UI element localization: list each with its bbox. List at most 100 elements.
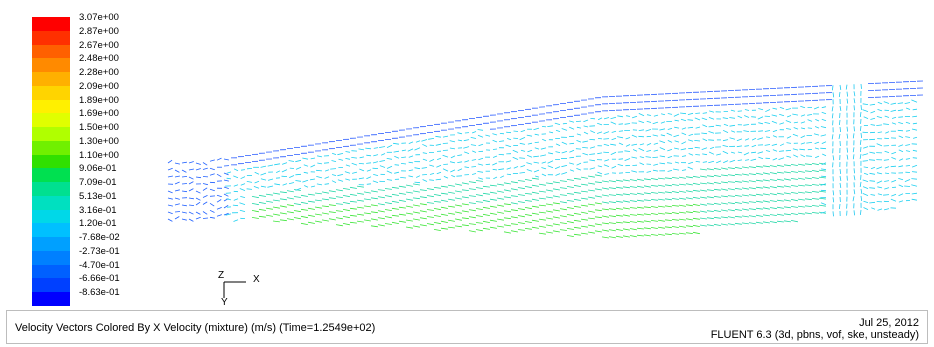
velocity-vector [651, 206, 658, 207]
velocity-vector [891, 110, 896, 111]
velocity-vector [735, 209, 742, 210]
velocity-vector [203, 218, 208, 219]
velocity-vector [224, 180, 229, 181]
velocity-vector [744, 116, 749, 118]
velocity-vector [415, 148, 421, 150]
velocity-vector [839, 204, 840, 209]
velocity-vector [665, 213, 672, 214]
velocity-vector [493, 156, 497, 158]
velocity-vector [695, 147, 700, 148]
velocity-vector [700, 176, 707, 177]
velocity-vector [316, 176, 322, 178]
velocity-vector [749, 195, 756, 196]
velocity-vector [696, 127, 700, 128]
velocity-vector [498, 169, 504, 170]
velocity-vector [196, 163, 201, 165]
velocity-vector [371, 212, 378, 213]
velocity-vector [766, 151, 770, 152]
velocity-vector [832, 113, 833, 118]
velocity-vector [738, 116, 742, 118]
velocity-vector [840, 85, 841, 90]
velocity-vector [869, 152, 875, 153]
velocity-vector [234, 185, 238, 187]
velocity-vector [427, 189, 434, 190]
velocity-vector [714, 210, 721, 211]
velocity-vector [602, 216, 609, 217]
velocity-vector [745, 139, 749, 141]
velocity-vector [364, 213, 371, 214]
velocity-vector [345, 158, 350, 159]
velocity-vector [604, 165, 609, 167]
velocity-vector [462, 225, 469, 226]
velocity-vector [542, 139, 546, 141]
velocity-vector [672, 184, 679, 185]
velocity-vector [801, 128, 805, 129]
velocity-vector [665, 234, 672, 235]
velocity-vector [840, 169, 841, 174]
velocity-vector [441, 193, 448, 194]
velocity-vector [287, 219, 294, 220]
velocity-vector [665, 206, 672, 207]
velocity-vector [539, 184, 546, 185]
velocity-vector [415, 182, 421, 183]
velocity-vector [668, 114, 672, 115]
velocity-vector [721, 196, 728, 197]
velocity-vector [737, 139, 742, 141]
velocity-vector [574, 234, 581, 235]
velocity-vector [693, 190, 700, 191]
velocity-vector [861, 147, 862, 152]
velocity-vector [805, 164, 812, 165]
velocity-vector [287, 191, 294, 192]
velocity-vector [644, 235, 651, 236]
velocity-vector [630, 180, 637, 181]
velocity-vector [582, 141, 588, 142]
velocity-vector [350, 201, 357, 202]
velocity-vector [700, 190, 707, 191]
velocity-vector [679, 212, 686, 213]
velocity-vector [735, 202, 742, 203]
velocity-vector [441, 214, 448, 215]
velocity-vector [547, 126, 553, 127]
velocity-vector [490, 199, 497, 200]
velocity-vector [276, 171, 280, 173]
velocity-vector [287, 205, 294, 206]
velocity-vector [395, 165, 399, 166]
velocity-vector [709, 126, 714, 127]
velocity-vector [658, 199, 665, 200]
velocity-vector [728, 196, 735, 197]
velocity-vector [832, 134, 833, 139]
velocity-vector [182, 162, 187, 163]
velocity-vector [617, 116, 623, 117]
velocity-vector [346, 152, 351, 153]
velocity-vector [394, 172, 399, 173]
velocity-vector [387, 158, 392, 159]
velocity-vector [682, 133, 686, 135]
velocity-vector [603, 139, 609, 140]
velocity-vector [840, 176, 841, 181]
velocity-vector [892, 123, 896, 125]
velocity-vector [640, 144, 644, 145]
velocity-vector [322, 213, 329, 214]
velocity-vector [619, 143, 623, 145]
velocity-vector [336, 211, 343, 212]
velocity-vector [472, 151, 476, 153]
velocity-vector [646, 129, 651, 131]
velocity-vector [742, 167, 749, 168]
velocity-vector [392, 201, 399, 202]
velocity-vector [287, 198, 294, 199]
velocity-vector [203, 168, 208, 169]
velocity-vector [864, 173, 868, 174]
velocity-vector [819, 205, 826, 206]
velocity-vector [805, 206, 812, 207]
velocity-vector [735, 195, 742, 196]
graphics-viewport[interactable]: 3.07e+00 2.87e+00 2.67e+00 2.48e+00 2.28e+00… [0, 0, 934, 296]
velocity-vector [329, 198, 336, 199]
velocity-vector [714, 203, 721, 204]
velocity-vector-field [0, 0, 934, 296]
velocity-vector [602, 223, 609, 224]
velocity-vector [644, 228, 651, 229]
velocity-vector [651, 178, 658, 179]
velocity-vector [681, 149, 686, 150]
velocity-vector [567, 193, 574, 194]
velocity-vector [637, 221, 644, 222]
